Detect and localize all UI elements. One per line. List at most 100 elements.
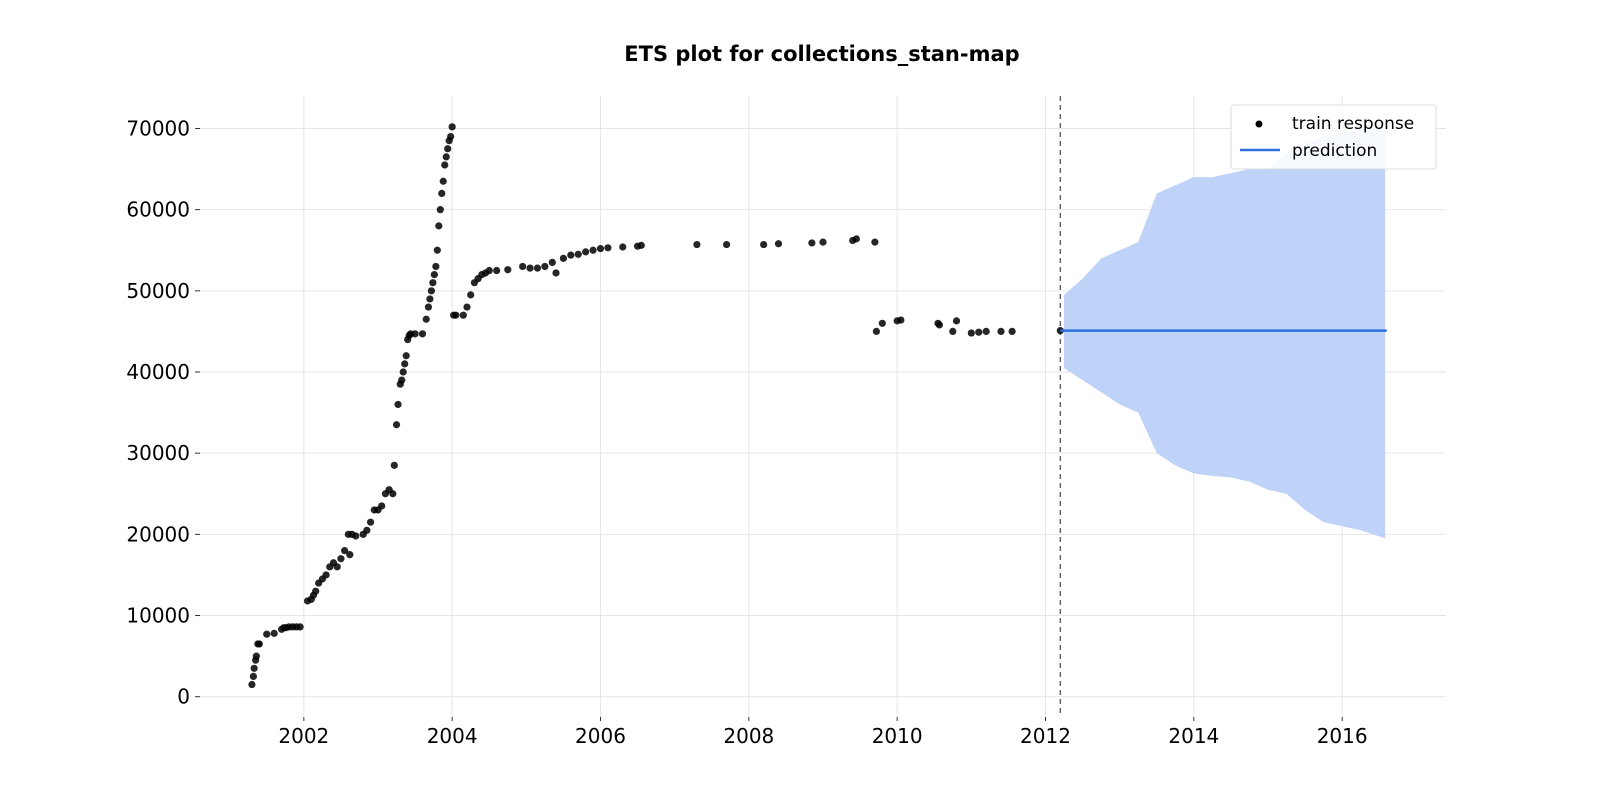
x-tick-label: 2014 <box>1168 724 1219 748</box>
train-point <box>248 680 256 689</box>
legend-box <box>1230 104 1437 170</box>
train-point <box>399 368 407 376</box>
train-point <box>552 269 560 277</box>
train-point <box>444 145 452 153</box>
train-point <box>250 664 258 672</box>
train-point <box>852 235 860 243</box>
train-point <box>897 316 905 324</box>
train-point <box>363 526 371 534</box>
train-point <box>352 532 360 540</box>
train-point <box>463 303 471 311</box>
legend-prediction-label: prediction <box>1292 141 1377 161</box>
train-point <box>574 250 582 258</box>
legend-train-label: train response <box>1292 114 1414 134</box>
train-point <box>422 315 430 323</box>
train-point <box>637 241 645 249</box>
train-point <box>447 132 455 141</box>
train-point <box>429 279 437 287</box>
train-point <box>411 330 419 338</box>
y-tick-label: 0 <box>177 685 190 709</box>
train-point <box>430 270 438 279</box>
train-point <box>774 240 783 248</box>
prediction-interval-band <box>1064 128 1386 539</box>
train-point <box>967 329 975 337</box>
train-point <box>975 328 983 336</box>
train-point <box>333 563 341 571</box>
train-point <box>402 352 410 360</box>
train-point <box>952 317 961 325</box>
train-point <box>401 360 409 368</box>
train-point <box>255 640 263 648</box>
train-point <box>452 311 460 319</box>
train-point <box>337 555 345 563</box>
train-point <box>541 262 549 271</box>
train-point <box>263 630 271 638</box>
train-point <box>390 461 398 469</box>
train-point <box>589 246 597 254</box>
train-point <box>982 327 990 336</box>
train-point <box>467 291 475 299</box>
train-point <box>426 295 434 303</box>
train-point <box>808 239 816 247</box>
x-tick-label: 2006 <box>575 724 626 748</box>
train-point <box>459 311 467 319</box>
train-point <box>582 248 590 256</box>
train-point <box>693 240 701 249</box>
train-point <box>398 376 406 384</box>
train-point <box>935 321 944 329</box>
train-point <box>296 623 304 631</box>
x-tick-label: 2004 <box>427 724 478 748</box>
train-point <box>872 327 881 336</box>
train-point <box>997 327 1005 336</box>
x-tick-label: 2008 <box>723 724 774 748</box>
y-tick-label: 60000 <box>126 198 190 222</box>
train-point <box>1008 327 1016 336</box>
train-point <box>448 123 456 131</box>
train-point <box>418 330 427 338</box>
train-point <box>533 264 542 272</box>
train-point <box>252 652 260 660</box>
legend-train-marker <box>1255 120 1263 128</box>
train-point <box>249 672 257 681</box>
train-point <box>389 490 397 498</box>
train-point <box>526 264 534 272</box>
x-tick-label: 2002 <box>278 724 329 748</box>
y-tick-label: 50000 <box>126 279 190 303</box>
y-tick-label: 20000 <box>126 522 190 546</box>
x-axis-ticks: 2002 2004 2006 2008 2010 2012 2014 2016 <box>278 717 1368 748</box>
train-point <box>435 222 443 230</box>
y-tick-label: 10000 <box>126 604 190 628</box>
train-point <box>442 153 450 161</box>
train-point <box>438 189 446 198</box>
train-point <box>596 245 605 253</box>
train-point <box>760 240 768 249</box>
train-point <box>436 206 444 214</box>
chart-title: ETS plot for collections_stan-map <box>624 42 1019 66</box>
train-point <box>878 319 886 327</box>
train-point <box>346 551 354 559</box>
prediction-interval <box>1064 128 1386 539</box>
train-point <box>485 266 493 275</box>
train-point <box>312 587 320 595</box>
train-point <box>394 400 402 409</box>
y-tick-label: 40000 <box>126 360 190 384</box>
y-tick-label: 70000 <box>126 116 190 140</box>
train-point <box>322 571 330 579</box>
x-tick-label: 2016 <box>1317 724 1368 748</box>
y-tick-label: 30000 <box>126 441 190 465</box>
train-point <box>504 266 512 274</box>
train-point <box>270 629 278 637</box>
train-point <box>722 240 731 249</box>
train-response-points <box>248 123 1064 689</box>
train-point <box>427 287 435 295</box>
x-tick-label: 2012 <box>1020 724 1071 748</box>
train-point <box>548 258 556 267</box>
train-point <box>819 238 827 246</box>
train-point <box>619 243 627 251</box>
train-point <box>441 161 449 169</box>
train-point <box>433 246 441 254</box>
train-point <box>519 262 527 271</box>
train-point <box>559 254 568 262</box>
train-point <box>432 262 440 271</box>
